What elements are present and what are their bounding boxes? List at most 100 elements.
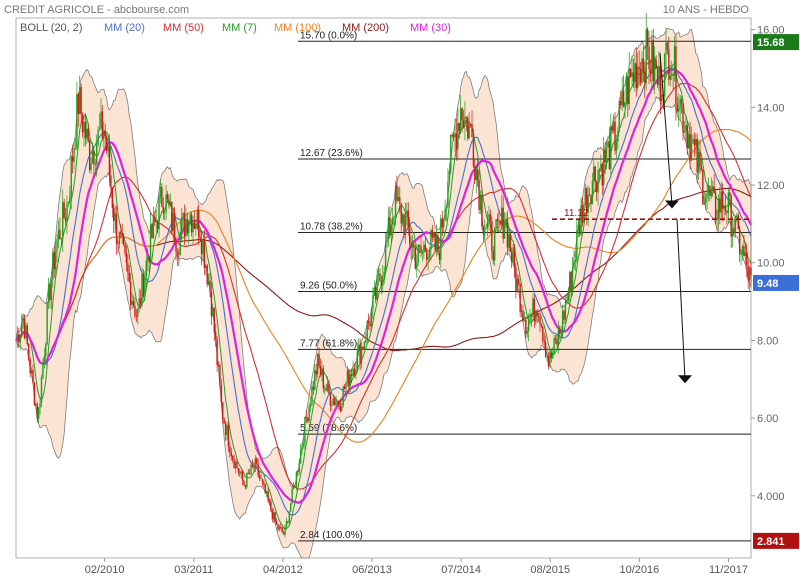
candle-body <box>60 238 63 240</box>
resistance-label: 11.12 <box>564 208 589 219</box>
candle-body <box>199 236 201 239</box>
candle-body <box>652 39 654 82</box>
candle-body <box>730 195 732 237</box>
candle-body <box>573 261 575 269</box>
candle-body <box>600 163 602 171</box>
candle-body <box>430 230 432 250</box>
candle-body <box>362 346 364 350</box>
candle-body <box>552 352 554 358</box>
candle-body <box>607 141 609 148</box>
candle-body <box>697 152 700 173</box>
candle-body <box>339 406 342 411</box>
y-tick-label-1: 6.00 <box>757 413 778 425</box>
candle-body <box>291 488 293 504</box>
candle-body <box>382 275 384 286</box>
price-badge-1 <box>753 274 799 291</box>
candle-body <box>661 94 663 101</box>
candle-body <box>720 191 722 213</box>
candle-body <box>712 186 714 192</box>
candle-body <box>597 170 599 193</box>
candle-body <box>178 254 180 255</box>
candle-body <box>451 134 453 136</box>
candle-body <box>322 368 325 389</box>
candle-body <box>104 130 106 136</box>
candle-body <box>56 239 58 252</box>
candle-body <box>663 53 666 97</box>
candle-body <box>206 265 208 285</box>
candle-body <box>488 214 490 222</box>
candle-body <box>547 355 550 367</box>
candle-body <box>261 478 264 482</box>
candle-body <box>103 130 105 139</box>
candle-body <box>236 461 238 469</box>
candle-body <box>401 214 404 224</box>
candle-body <box>74 147 77 149</box>
candle-body <box>332 398 334 405</box>
candle-body <box>171 201 173 232</box>
arrow-line-2 <box>676 219 686 380</box>
candle-body <box>363 342 366 350</box>
candle-body <box>707 185 710 194</box>
candle-body <box>566 300 568 302</box>
candle-body <box>618 100 620 132</box>
candle-body <box>372 295 374 310</box>
candle-body <box>540 324 543 327</box>
candle-body <box>290 503 292 512</box>
candle-body <box>595 181 598 193</box>
arrow-head-2 <box>678 375 692 384</box>
candle-body <box>100 111 102 129</box>
candle-body <box>693 139 696 146</box>
candle-body <box>134 305 136 317</box>
candle-body <box>105 135 108 152</box>
candle-body <box>750 267 752 275</box>
candle-body <box>424 244 426 251</box>
candle-body <box>263 481 265 484</box>
candle-body <box>128 272 130 282</box>
candle-body <box>427 256 429 260</box>
candle-body <box>141 273 143 305</box>
candle-body <box>80 86 82 115</box>
price-badge-2 <box>753 532 799 549</box>
candle-body <box>656 68 659 85</box>
candle-body <box>447 181 449 206</box>
candle-body <box>67 202 70 205</box>
candle-body <box>91 150 94 164</box>
candle-body <box>29 359 31 374</box>
candle-body <box>268 500 271 502</box>
candle-body <box>122 236 125 245</box>
candle-body <box>130 281 132 305</box>
candle-body <box>692 139 694 141</box>
candle-body <box>162 206 164 214</box>
candle-body <box>231 456 234 460</box>
legend-mm200: MM (200) <box>342 22 389 34</box>
candle-body <box>87 128 89 141</box>
candle-body <box>425 250 428 260</box>
candle-body <box>743 246 745 257</box>
candle-body <box>437 236 439 253</box>
candle-body <box>532 298 534 315</box>
candle-body <box>444 209 446 221</box>
candle-body <box>518 278 520 285</box>
candle-body <box>280 526 282 528</box>
candle-body <box>465 116 468 119</box>
candle-body <box>185 219 187 237</box>
candle-body <box>247 472 249 474</box>
indicator-legend: BOLL (20, 2) MM (20) MM (50) MM (7) MM (… <box>20 22 451 34</box>
candle-body <box>205 265 207 268</box>
candle-body <box>741 246 744 254</box>
candle-body <box>512 247 514 263</box>
candle-body <box>479 194 482 210</box>
candle-body <box>163 212 166 214</box>
x-tick-label-4: 07/2014 <box>441 564 481 576</box>
x-tick-label-6: 10/2016 <box>619 564 659 576</box>
fib-label-6: 2.84 (100.0%) <box>300 530 363 541</box>
candle-body <box>516 278 519 291</box>
candle-body <box>687 134 690 148</box>
candle-body <box>406 210 408 216</box>
candle-body <box>569 272 571 293</box>
y-tick-label-2: 8.00 <box>757 335 778 347</box>
candle-body <box>217 364 220 366</box>
candle-body <box>227 424 230 447</box>
candle-body <box>115 213 118 244</box>
candle-body <box>312 386 315 390</box>
